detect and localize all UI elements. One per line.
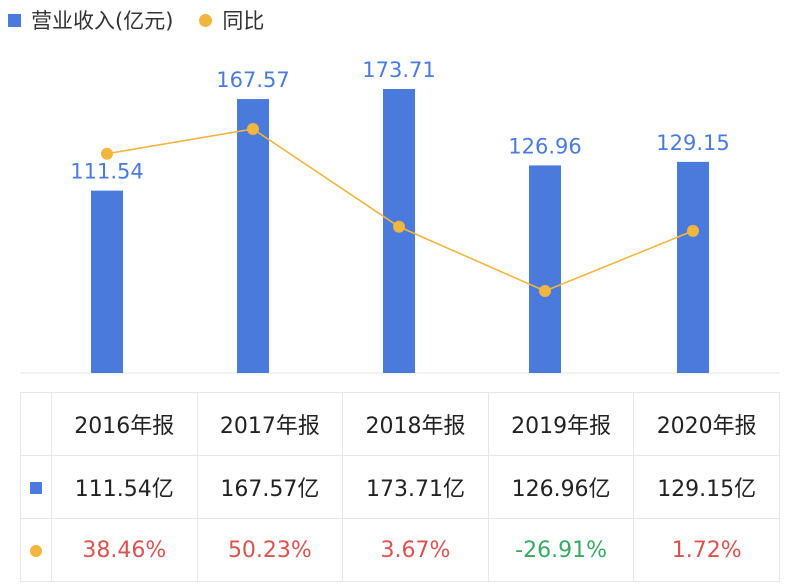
- table-header-cell: 2018年报: [342, 392, 489, 456]
- revenue-bar-label: 129.15: [656, 131, 729, 155]
- table-header-cell: 2016年报: [51, 392, 198, 456]
- revenue-chart: 111.54 167.57 173.71 126.96 129.15: [20, 58, 780, 374]
- revenue-bar: [91, 190, 123, 373]
- revenue-bar: [677, 161, 709, 373]
- table-header-row: 2016年报 2017年报 2018年报 2019年报 2020年报: [20, 392, 780, 456]
- table-cell: 129.15亿: [633, 455, 780, 519]
- legend-yoy-label: 同比: [222, 9, 265, 33]
- revenue-bar: [237, 99, 269, 374]
- legend-item-revenue[interactable]: 营业收入(亿元): [8, 5, 173, 35]
- legend-item-yoy[interactable]: 同比: [199, 5, 264, 35]
- yoy-point: [687, 224, 699, 237]
- revenue-bar-label: 126.96: [508, 134, 581, 158]
- legend-revenue-label: 营业收入(亿元): [31, 9, 174, 33]
- table-header-cell: 2020年报: [633, 392, 780, 456]
- yoy-point: [539, 285, 551, 297]
- revenue-marker-cell: [20, 455, 52, 519]
- table-cell: 38.46%: [51, 518, 198, 582]
- table-header-cell: 2019年报: [487, 392, 635, 456]
- yoy-marker-cell: [20, 518, 52, 582]
- legend: 营业收入(亿元) 同比: [8, 4, 290, 36]
- table-header-cell: 2017年报: [196, 392, 344, 456]
- bar-marker-icon: [30, 481, 42, 494]
- table-cell: 126.96亿: [487, 455, 635, 519]
- data-table: 2016年报 2017年报 2018年报 2019年报 2020年报 111.5…: [20, 392, 780, 582]
- revenue-bar-label: 173.71: [362, 58, 435, 82]
- table-row-revenue: 111.54亿 167.57亿 173.71亿 126.96亿 129.15亿: [20, 455, 780, 519]
- legend-bar-swatch-icon: [8, 13, 21, 27]
- revenue-bar-label: 167.57: [216, 68, 289, 92]
- revenue-bar-label: 111.54: [70, 160, 143, 184]
- revenue-bar: [529, 165, 561, 373]
- table-cell: 167.57亿: [196, 455, 344, 519]
- yoy-point: [101, 147, 113, 160]
- table-cell: 111.54亿: [51, 455, 198, 519]
- dot-marker-icon: [30, 544, 42, 557]
- table-cell: 1.72%: [633, 518, 780, 582]
- table-cell: 50.23%: [196, 518, 344, 582]
- yoy-point: [247, 123, 259, 135]
- table-cell: -26.91%: [487, 518, 635, 582]
- legend-dot-swatch-icon: [199, 13, 213, 27]
- table-corner-cell: [20, 392, 52, 456]
- table-row-yoy: 38.46% 50.23% 3.67% -26.91% 1.72%: [20, 518, 780, 582]
- table-cell: 3.67%: [342, 518, 489, 582]
- yoy-point: [393, 220, 405, 233]
- table-cell: 173.71亿: [342, 455, 489, 519]
